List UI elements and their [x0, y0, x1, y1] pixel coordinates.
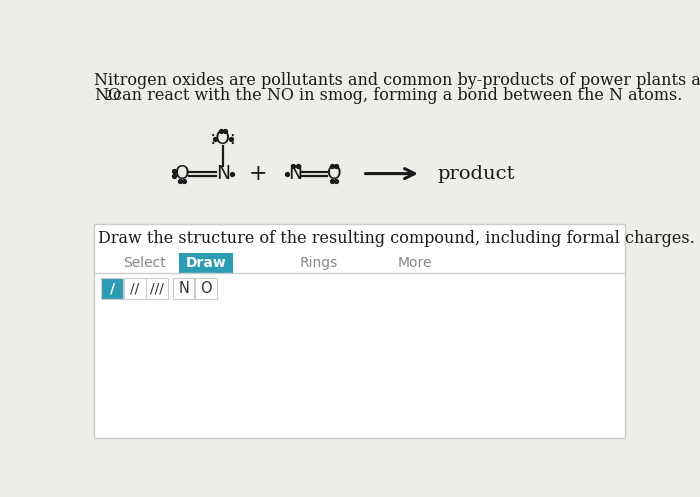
Text: O: O: [200, 281, 212, 296]
Text: :O:: :O:: [209, 129, 237, 149]
Text: More: More: [398, 256, 433, 270]
Text: O: O: [327, 164, 342, 183]
Text: NO: NO: [94, 87, 120, 104]
Text: can react with the NO in smog, forming a bond between the N atoms.: can react with the NO in smog, forming a…: [108, 87, 682, 104]
Text: O: O: [175, 164, 190, 183]
Text: Draw the structure of the resulting compound, including formal charges.: Draw the structure of the resulting comp…: [98, 230, 695, 247]
Bar: [146, 277, 168, 299]
Text: N: N: [178, 281, 189, 296]
Text: Select: Select: [122, 256, 165, 270]
Text: Nitrogen oxides are pollutants and common by-products of power plants and automo: Nitrogen oxides are pollutants and commo…: [94, 72, 700, 89]
Bar: [94, 224, 624, 438]
Bar: [173, 277, 195, 299]
Bar: [195, 277, 217, 299]
Text: Draw: Draw: [186, 256, 227, 270]
Text: ///: ///: [150, 281, 164, 295]
Bar: [124, 277, 146, 299]
Bar: [102, 277, 123, 299]
Text: Rings: Rings: [300, 256, 337, 270]
Text: 2: 2: [104, 90, 112, 103]
Text: //: //: [130, 281, 139, 295]
Bar: [179, 253, 233, 273]
Text: N: N: [288, 164, 302, 183]
Text: product: product: [438, 165, 515, 182]
Text: N: N: [216, 164, 230, 183]
Text: +: +: [248, 163, 267, 184]
Text: /: /: [110, 281, 115, 295]
